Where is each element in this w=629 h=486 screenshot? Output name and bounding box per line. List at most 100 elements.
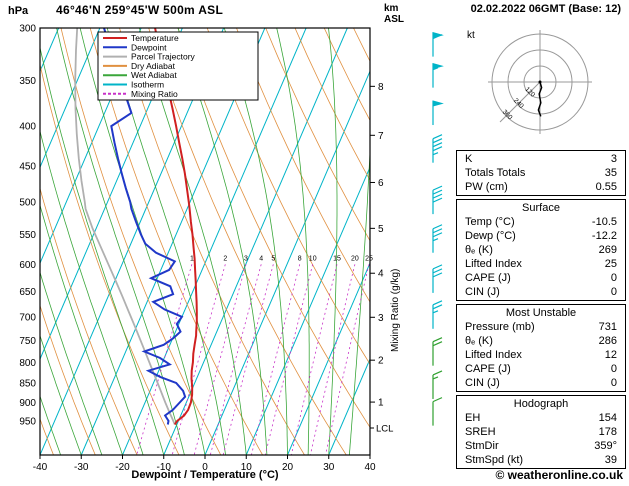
wind-barb (432, 224, 443, 253)
km-tick-label: 4 (378, 269, 384, 280)
wind-barb (432, 134, 443, 163)
pressure-tick-label: 550 (19, 230, 36, 241)
temp-tick-label: 0 (202, 462, 208, 473)
wind-barb (432, 31, 444, 57)
pressure-tick-label: 800 (19, 358, 36, 369)
mixing-ratio-value-label: 8 (298, 255, 302, 262)
stat-label: Pressure (mb) (465, 321, 535, 333)
mixing-ratio-value-label: 25 (365, 255, 373, 262)
stat-row: Lifted Index 25 (457, 257, 625, 271)
temp-tick-label: -30 (74, 462, 89, 473)
pressure-tick-label: 300 (19, 24, 36, 35)
temp-axis-labels: -40 -30 -20 -10 0 10 20 30 40 (33, 455, 376, 473)
temp-tick-label: 20 (282, 462, 294, 473)
stat-value: 3 (610, 153, 617, 165)
pressure-tick-label: 400 (19, 122, 36, 133)
stat-label: EH (465, 412, 481, 424)
pressure-tick-label: 850 (19, 379, 36, 390)
stat-value: 0 (610, 272, 617, 284)
stat-value: 25 (604, 258, 617, 270)
stat-value: 178 (598, 426, 617, 438)
stat-label: Dewp (°C) (465, 230, 516, 242)
stat-value: 39 (604, 454, 617, 466)
stat-row: Dewp (°C) -12.2 (457, 229, 625, 243)
stat-value: 12 (604, 349, 617, 361)
pressure-tick-label: 700 (19, 312, 36, 323)
skewt-chart: 1 2 3 4 5 8 10 15 20 2530035040045050055060065070… (19, 24, 444, 473)
stat-label: K (465, 153, 473, 165)
stat-label: StmDir (465, 440, 499, 452)
stat-value: 0 (610, 286, 617, 298)
legend-label: Parcel Trajectory (131, 52, 196, 62)
stat-label: PW (cm) (465, 181, 508, 193)
stat-row: StmDir 359° (457, 439, 625, 453)
table-section: Most Unstable Pressure (mb) 731 θₑ (K) 286 Li… (456, 304, 626, 392)
stat-value: 0.55 (595, 181, 617, 193)
stat-value: -12.2 (591, 230, 617, 242)
legend-label: Isotherm (131, 80, 164, 90)
lcl-label: LCL (376, 424, 393, 435)
wind-barb (432, 397, 443, 426)
stat-label: CIN (J) (465, 377, 500, 389)
pressure-tick-label: 650 (19, 287, 36, 298)
pressure-tick-label: 450 (19, 162, 36, 173)
wind-barb (432, 300, 443, 329)
mixing-ratio-value-label: 2 (223, 255, 227, 262)
table-section: Hodograph EH 154 SREH 178 StmDir 359° StmSpd (k… (456, 395, 626, 469)
stat-value: 0 (610, 377, 617, 389)
table-section-header: Hodograph (513, 398, 569, 410)
stat-row: CIN (J) 0 (457, 376, 625, 390)
temp-tick-label: 30 (323, 462, 335, 473)
stat-label: θₑ (K) (465, 335, 493, 347)
stat-label: SREH (465, 426, 496, 438)
stat-row: θₑ (K) 286 (457, 334, 625, 348)
stat-row: CIN (J) 0 (457, 285, 625, 299)
altitude-axis-unit: km ASL (384, 3, 404, 25)
wind-barb-column (432, 31, 444, 426)
km-tick-label: 8 (378, 82, 384, 93)
km-tick-label: 2 (378, 356, 384, 367)
stat-row: CAPE (J) 0 (457, 271, 625, 285)
stat-value: 269 (598, 244, 617, 256)
stat-label: CIN (J) (465, 286, 500, 298)
stat-row: StmSpd (kt) 39 (457, 453, 625, 467)
wind-barb (432, 337, 443, 366)
stat-value: 0 (610, 363, 617, 375)
mixing-ratio-lines (136, 264, 370, 455)
stat-row: EH 154 (457, 411, 625, 425)
temperature-line (154, 28, 198, 426)
legend-label: Dewpoint (131, 42, 167, 52)
pressure-axis-labels: 300 350 400 450 500 550 600 650 700 750 800 850 900 9… (19, 24, 36, 428)
temp-tick-label: -20 (115, 462, 130, 473)
stat-label: θₑ (K) (465, 244, 493, 256)
wind-barb (432, 62, 444, 88)
mixing-ratio-value-label: 1 (190, 255, 194, 262)
mixing-ratio-value-label: 10 (309, 255, 317, 262)
stat-row: Temp (°C) -10.5 (457, 215, 625, 229)
km-tick-label: 3 (378, 313, 384, 324)
mixing-ratio-value-label: 3 (244, 255, 248, 262)
pressure-tick-label: 500 (19, 198, 36, 209)
copyright: © weatheronline.co.uk (495, 468, 623, 482)
parcel-trajectory-line (74, 28, 176, 425)
stat-label: Lifted Index (465, 349, 522, 361)
stat-value: 731 (598, 321, 617, 333)
mixing-ratio-value-label: 4 (259, 255, 263, 262)
temp-tick-label: -40 (33, 462, 48, 473)
pressure-tick-label: 900 (19, 398, 36, 409)
temp-axis-label: Dewpoint / Temperature (°C) (131, 469, 279, 481)
wind-barb (432, 370, 443, 399)
km-tick-label: 6 (378, 178, 384, 189)
mixing-ratio-value-label: 15 (333, 255, 341, 262)
stat-row: Totals Totals 35 (457, 166, 625, 180)
stat-label: Totals Totals (465, 167, 526, 179)
stat-label: StmSpd (kt) (465, 454, 524, 466)
stat-value: 359° (594, 440, 617, 452)
table-section: K 3 Totals Totals 35 PW (cm) 0.55 (456, 150, 626, 196)
stat-row: Pressure (mb) 731 (457, 320, 625, 334)
stat-row: θₑ (K) 269 (457, 243, 625, 257)
wind-barb (432, 185, 443, 215)
